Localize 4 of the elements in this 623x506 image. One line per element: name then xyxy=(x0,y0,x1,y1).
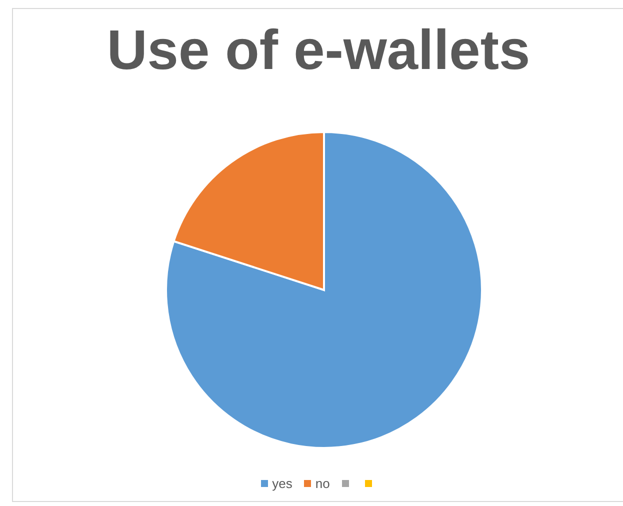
chart-title: Use of e-wallets xyxy=(106,17,532,82)
pie-slice xyxy=(165,131,483,449)
legend-label: yes xyxy=(272,476,292,491)
legend-label: no xyxy=(315,476,330,491)
